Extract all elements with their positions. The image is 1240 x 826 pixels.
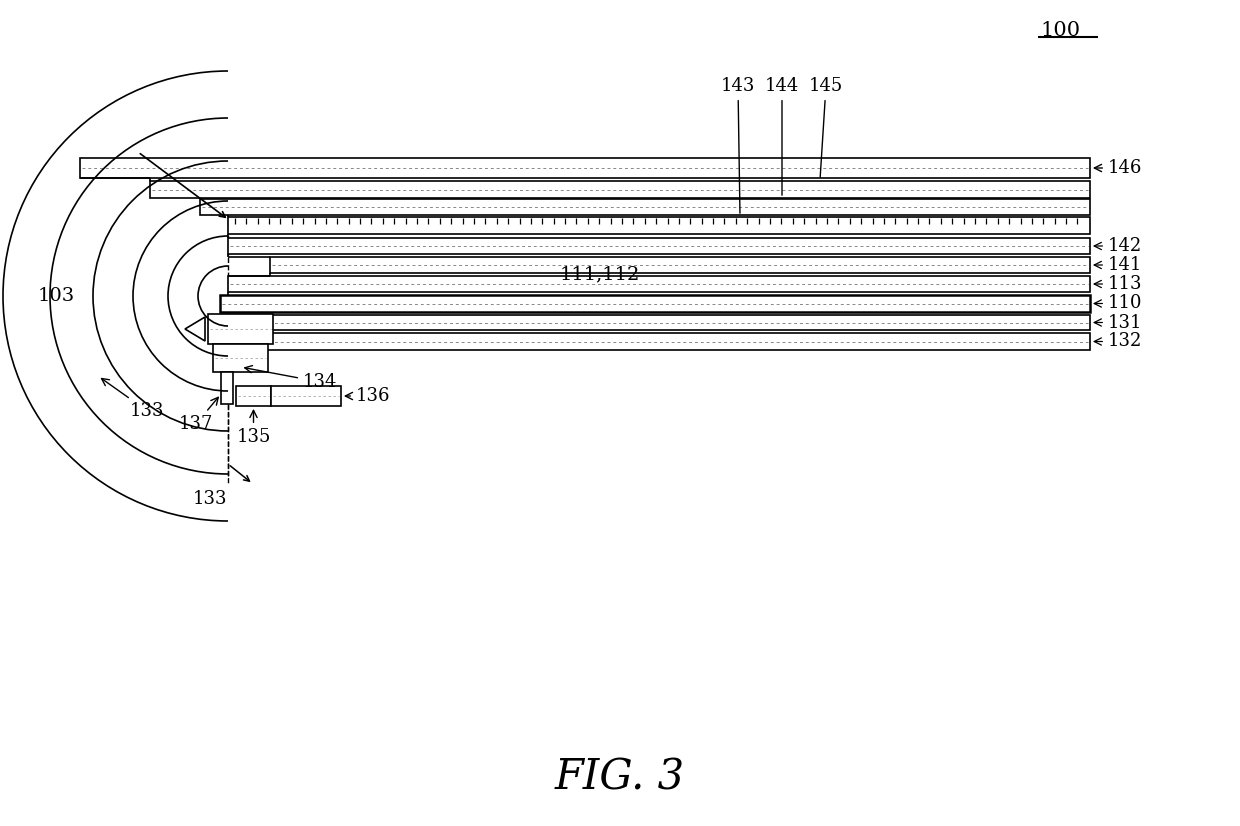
Text: 136: 136 — [345, 387, 391, 405]
Text: 141: 141 — [1094, 256, 1142, 274]
Bar — [236, 386, 272, 406]
Text: 133: 133 — [192, 490, 227, 508]
Text: 103: 103 — [38, 287, 76, 305]
Bar — [228, 217, 1090, 234]
Text: 134: 134 — [244, 366, 337, 391]
Text: FIG. 3: FIG. 3 — [556, 757, 684, 799]
Bar — [221, 372, 233, 404]
Text: 146: 146 — [1095, 159, 1142, 177]
Text: 132: 132 — [1094, 333, 1142, 350]
Bar — [219, 295, 1090, 312]
Bar — [272, 386, 341, 406]
Text: 142: 142 — [1094, 237, 1142, 255]
Bar — [213, 344, 268, 372]
Bar — [228, 276, 1090, 292]
Bar — [208, 314, 273, 344]
Bar — [228, 238, 1090, 254]
Bar — [200, 199, 1090, 215]
Text: 110: 110 — [1094, 295, 1142, 312]
Text: 137: 137 — [179, 397, 218, 433]
Bar — [150, 181, 1090, 198]
Text: 135: 135 — [237, 411, 270, 446]
Text: 133: 133 — [102, 378, 165, 420]
Text: 143: 143 — [720, 77, 755, 213]
Text: 113: 113 — [1094, 275, 1142, 293]
Text: 111,112: 111,112 — [560, 265, 640, 283]
Bar — [219, 333, 1090, 350]
Bar — [81, 158, 1090, 178]
Text: 100: 100 — [1040, 21, 1080, 40]
Bar — [270, 257, 1090, 273]
Text: 144: 144 — [765, 77, 799, 195]
Text: 131: 131 — [1094, 314, 1142, 331]
Bar — [219, 315, 1090, 330]
Text: 145: 145 — [808, 77, 843, 178]
